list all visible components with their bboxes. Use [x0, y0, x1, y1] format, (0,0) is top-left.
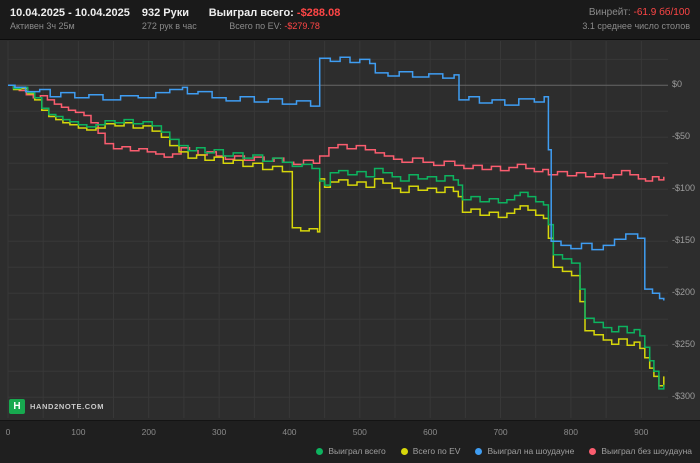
y-tick-label: -$300: [672, 391, 696, 402]
nonshowdown-dot-icon: [589, 447, 597, 455]
hands-per-hour: 272 рук в час: [141, 21, 197, 31]
hand2note-logo-text: HAND2NOTE.COM: [30, 402, 105, 411]
legend-item-showdown[interactable]: Выиграл на шоудауне: [475, 446, 574, 456]
avg-tables: 3.1 среднее число столов: [582, 21, 690, 31]
x-tick-label: 300: [211, 427, 227, 437]
hands-count: 932 Руки: [141, 7, 190, 19]
winrate-value: -61.9 бб/100: [633, 7, 691, 18]
date-range: 10.04.2025 - 10.04.2025: [10, 7, 130, 19]
legend-item-ev[interactable]: Всего по EV: [400, 446, 461, 456]
stat-winrate: Винрейт: -61.9 бб/100 3.1 среднее число …: [582, 6, 690, 33]
showdown-dot-icon: [475, 447, 483, 455]
won-total-label: Выиграл всего:: [208, 7, 294, 19]
y-tick-label: -$200: [672, 287, 696, 298]
ev-dot-icon: [400, 447, 408, 455]
winrate-label: Винрейт:: [588, 7, 631, 18]
total-dot-icon: [316, 447, 324, 455]
legend-label: Выиграл всего: [328, 446, 386, 456]
legend-item-nonshowdown[interactable]: Выиграл без шоудауна: [589, 446, 692, 456]
stat-winnings: Выиграл всего: -$288.08 Всего по EV: -$2…: [209, 6, 341, 33]
x-tick-label: 900: [634, 427, 649, 437]
legend-label: Выиграл на шоудауне: [487, 446, 575, 456]
x-tick-label: 400: [282, 427, 297, 437]
y-tick-label: -$50: [672, 131, 691, 142]
series-showdown-line: [8, 56, 665, 301]
stats-header: 10.04.2025 - 10.04.2025 Активен 3ч 25м 9…: [0, 0, 700, 40]
x-tick-label: 600: [423, 427, 438, 437]
series-nonshowdown-line: [8, 84, 665, 182]
ev-total-value: -$279.78: [284, 21, 320, 31]
legend-item-total[interactable]: Выиграл всего: [316, 446, 386, 456]
y-tick-label: -$250: [672, 339, 696, 350]
chart-legend: Выиграл всего Всего по EV Выиграл на шоуда…: [316, 446, 692, 456]
series-ev-line: [8, 84, 665, 387]
y-tick-label: -$100: [672, 183, 696, 194]
chart-footer: 0 100 200 300 400 500 600 700 800 900 Выиграл все…: [0, 420, 700, 463]
active-time: Активен 3ч 25м: [10, 21, 75, 31]
x-tick-label: 100: [71, 427, 86, 437]
x-tick-label: 800: [563, 427, 578, 437]
y-tick-label: $0: [672, 79, 683, 90]
x-tick-label: 0: [5, 427, 11, 437]
legend-label: Всего по EV: [412, 446, 461, 456]
x-tick-label: 500: [352, 427, 367, 437]
x-tick-label: 200: [141, 427, 156, 437]
ev-total-label: Всего по EV:: [229, 21, 282, 31]
legend-label: Выиграл без шоудауна: [601, 446, 692, 456]
hand2note-logo: H HAND2NOTE.COM: [9, 399, 104, 414]
won-total-value: -$288.08: [296, 7, 341, 19]
stat-hands: 932 Руки 272 рук в час: [142, 6, 197, 33]
series-total-line: [8, 84, 665, 390]
y-tick-label: -$150: [672, 235, 696, 246]
hand2note-logo-icon: H: [9, 399, 25, 414]
stat-date-range: 10.04.2025 - 10.04.2025 Активен 3ч 25м: [10, 6, 130, 33]
x-tick-label: 700: [493, 427, 508, 437]
